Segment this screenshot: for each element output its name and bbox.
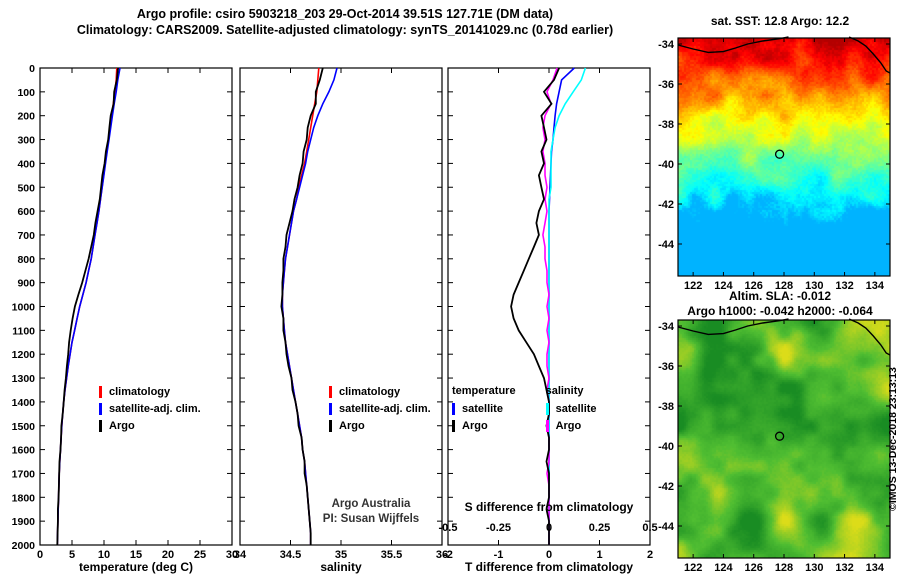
svg-text:1800: 1800 [12,492,36,504]
legend-label-climatology: climatology [109,385,171,398]
svg-text:500: 500 [17,182,35,194]
argo-line-swatch [99,419,102,432]
legend-label-satellite-adj: satellite-adj. clim. [109,402,201,415]
legend-item-s-argo: Argo [545,417,597,434]
svg-text:126: 126 [745,562,763,574]
legend-item-satellite-adj: satellite-adj. clim. [329,400,431,417]
argo-line-swatch [329,419,332,432]
legend-item-s-satellite: satellite [545,400,597,417]
svg-text:1900: 1900 [12,516,36,528]
legend-item-argo: Argo [99,417,201,434]
svg-text:200: 200 [17,111,35,123]
s-satellite-line-swatch [545,402,549,415]
temperature-axis-label: temperature (deg C) [78,560,194,574]
t-argo-line-swatch [452,419,455,432]
svg-text:1400: 1400 [12,397,36,409]
svg-text:800: 800 [17,254,35,266]
svg-text:-44: -44 [658,239,675,251]
svg-text:-42: -42 [658,199,674,211]
attribution: Argo Australia PI: Susan Wijffels [270,497,472,527]
svg-text:600: 600 [17,206,35,218]
legend-label-satellite-adj: satellite-adj. clim. [339,402,431,415]
t-difference-axis-label: T difference from climatology [464,560,634,574]
legend-header-temperature: temperature [452,385,516,397]
salinity-legend: climatology satellite-adj. clim. Argo [329,383,431,434]
imos-watermark: ©IMOS 13-Dec-2018 23:13:13 [887,367,899,511]
temperature-legend: climatology satellite-adj. clim. Argo [99,383,201,434]
svg-text:-42: -42 [658,481,674,493]
svg-text:132: 132 [835,562,853,574]
svg-text:1700: 1700 [12,468,36,480]
satellite-adj-line-swatch [99,402,102,415]
sla-map-subtitle: Argo h1000: -0.042 h2000: -0.064 [687,304,873,318]
attribution-line2: PI: Susan Wijffels [322,513,420,525]
sla-map-image [678,320,890,558]
svg-text:-40: -40 [658,159,674,171]
legend-item-satellite-adj: satellite-adj. clim. [99,400,201,417]
svg-text:0: 0 [29,63,35,75]
figure-title-line2: Climatology: CARS2009. Satellite-adjuste… [76,23,614,37]
sla-map-title: Altim. SLA: -0.012 [728,289,832,303]
legend-item-t-argo: Argo [452,417,516,434]
legend-label-climatology: climatology [339,385,401,398]
svg-text:122: 122 [684,562,702,574]
difference-legend: temperature satellite Argo salinity sate… [452,383,597,434]
svg-text:1000: 1000 [12,302,36,314]
svg-text:-34: -34 [658,39,675,51]
figure-header: Argo profile: csiro 5903218_203 29-Oct-2… [0,6,690,38]
svg-text:1500: 1500 [12,421,36,433]
svg-text:2000: 2000 [12,540,36,552]
svg-text:130: 130 [805,562,823,574]
svg-text:-38: -38 [658,119,674,131]
svg-text:-44: -44 [658,521,675,533]
sst-map-image [678,38,890,276]
legend-label-s-satellite: satellite [555,402,597,415]
svg-text:900: 900 [17,278,35,290]
svg-text:0: 0 [546,522,552,534]
difference-legend-temperature-column: temperature satellite Argo [452,383,516,434]
svg-text:1300: 1300 [12,373,36,385]
svg-text:1200: 1200 [12,349,36,361]
svg-text:300: 300 [17,135,35,147]
legend-label-argo: Argo [109,419,135,432]
legend-label-argo: Argo [339,419,365,432]
sst-map-title: sat. SST: 12.8 Argo: 12.2 [710,14,850,28]
svg-text:-34: -34 [658,321,675,333]
svg-text:400: 400 [17,158,35,170]
svg-text:-38: -38 [658,401,674,413]
svg-text:134: 134 [866,562,885,574]
svg-text:-0.25: -0.25 [486,522,511,534]
svg-text:0.25: 0.25 [589,522,610,534]
legend-label-t-argo: Argo [462,419,488,432]
legend-item-argo: Argo [329,417,431,434]
s-difference-axis-label: S difference from climatology [464,500,634,514]
satellite-adj-line-swatch [329,402,332,415]
legend-label-t-satellite: satellite [462,402,503,415]
svg-text:-36: -36 [658,79,674,91]
svg-text:128: 128 [775,562,793,574]
climatology-line-swatch [99,385,102,398]
svg-text:0.5: 0.5 [642,522,657,534]
svg-text:1100: 1100 [12,325,35,337]
difference-legend-salinity-column: salinity satellite Argo [545,383,597,434]
svg-text:124: 124 [714,562,733,574]
legend-item-climatology: climatology [329,383,431,400]
legend-label-s-argo: Argo [555,419,582,432]
salinity-axis-label: salinity [320,560,362,574]
s-argo-line-swatch [545,419,549,432]
legend-item-climatology: climatology [99,383,201,400]
svg-text:-40: -40 [658,441,674,453]
attribution-line1: Argo Australia [331,498,411,510]
svg-text:100: 100 [17,87,35,99]
figure-title-line1: Argo profile: csiro 5903218_203 29-Oct-2… [136,7,554,21]
svg-text:-36: -36 [658,361,674,373]
legend-header-salinity: salinity [545,385,584,397]
t-satellite-line-swatch [452,402,455,415]
climatology-line-swatch [329,385,332,398]
legend-item-t-satellite: satellite [452,400,516,417]
svg-text:700: 700 [17,230,35,242]
svg-text:1600: 1600 [12,445,36,457]
